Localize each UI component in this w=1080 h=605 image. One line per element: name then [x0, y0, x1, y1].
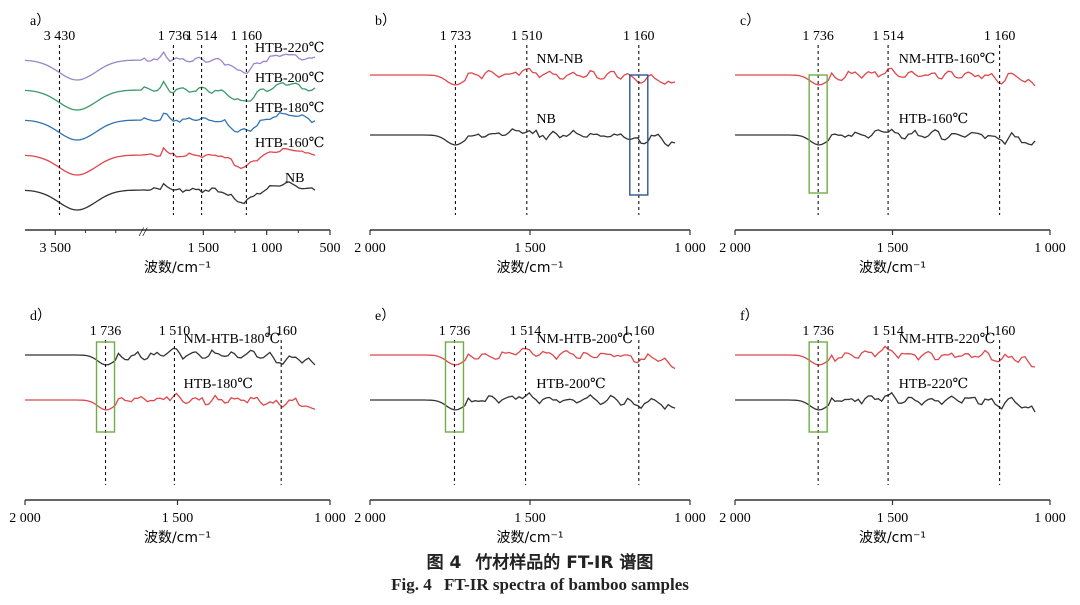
x-tick-label: 1 000: [314, 511, 346, 526]
x-axis-label: 波数/cm⁻¹: [144, 530, 211, 545]
x-tick-label: 1 000: [1034, 511, 1066, 526]
spectrum-trace: [25, 347, 316, 366]
peak-label: 1 514: [872, 324, 904, 339]
x-tick-label: 1 000: [1034, 241, 1066, 256]
highlight-box: [444, 341, 465, 433]
spectrum-trace: [735, 391, 1036, 413]
spectrum-trace: [25, 392, 316, 411]
peak-label: 1 160: [623, 324, 655, 339]
panel-5: e） 2 000 1 500 1 000 波数/cm⁻¹ NM-HTB-200℃ HTB-2…: [354, 308, 706, 545]
x-tick-label: 3 500: [40, 241, 72, 256]
peak-label: 1 160: [265, 324, 297, 339]
panel-label: d）: [30, 308, 51, 324]
series-label: NM-HTB-200℃: [536, 332, 633, 347]
peak-label: 1 514: [510, 324, 542, 339]
x-tick-label: 1 000: [674, 241, 706, 256]
x-axis-label: 波数/cm⁻¹: [859, 530, 926, 545]
figure-caption-cn: 图 4 竹材样品的 FT-IR 谱图: [0, 548, 1080, 573]
highlight-box: [808, 341, 828, 433]
panel-6: f） 2 000 1 500 1 000 波数/cm⁻¹ NM-HTB-220℃ HTB-2…: [719, 308, 1066, 545]
spectrum-trace: [24, 181, 316, 211]
panel-3: c） 2 000 1 500 1 000 波数/cm⁻¹ NM-HTB-160℃ HTB-1…: [719, 13, 1066, 276]
peak-label: 1 736: [90, 324, 122, 339]
peak-label: 1 160: [623, 29, 655, 44]
spectrum-trace: [24, 51, 316, 81]
panel-1: a） 3 500 1 500 1 000 500 // 波数/cm⁻¹ HTB-220℃ HTB…: [24, 13, 341, 276]
spectrum-trace: [24, 146, 316, 176]
ftir-figure: a） 3 500 1 500 1 000 500 // 波数/cm⁻¹ HTB-220℃ HTB…: [9, 13, 1066, 545]
series-label: NM-HTB-220℃: [899, 332, 996, 347]
panel-label: a）: [30, 13, 50, 29]
peak-label: 1 510: [159, 324, 191, 339]
panel-2: b） 2 000 1 500 1 000 波数/cm⁻¹ NM-NB NB 1 733 1 51…: [354, 13, 706, 276]
panel-4: d） 2 000 1 500 1 000 波数/cm⁻¹ NM-HTB-180℃ HTB-1…: [9, 308, 346, 545]
highlight-box: [95, 341, 116, 433]
series-label: HTB-180℃: [255, 101, 324, 116]
panel-label: f）: [740, 308, 759, 324]
series-label: NB: [536, 112, 555, 127]
caption-en-title: FT-IR spectra of bamboo samples: [443, 575, 689, 594]
peak-label: 1 160: [231, 29, 263, 44]
x-axis-label: 波数/cm⁻¹: [859, 260, 926, 276]
peak-label: 1 736: [158, 29, 190, 44]
series-label: HTB-200℃: [255, 71, 324, 86]
peak-label: 1 736: [802, 324, 834, 339]
caption-cn-title: 竹材样品的 FT-IR 谱图: [475, 553, 654, 573]
panel-label: b）: [375, 13, 396, 29]
panel-label: e）: [375, 308, 395, 324]
spectrum-trace: [24, 80, 316, 111]
peak-label: 1 733: [440, 29, 472, 44]
spectrum-trace: [370, 347, 676, 370]
x-tick-label: 2 000: [354, 241, 386, 256]
series-label: NB: [285, 171, 304, 186]
series-label: HTB-160℃: [899, 112, 968, 127]
x-tick-label: 1 500: [514, 511, 546, 526]
series-label: HTB-160℃: [255, 136, 324, 151]
x-tick-label: 1 500: [188, 241, 220, 256]
x-tick-label: 1 500: [162, 511, 194, 526]
x-tick-label: 1 500: [514, 241, 546, 256]
x-axis-label: 波数/cm⁻¹: [496, 260, 563, 276]
x-tick-label: 2 000: [354, 511, 386, 526]
spectrum-trace: [370, 128, 676, 147]
x-tick-label: 1 500: [877, 511, 909, 526]
spectrum-trace: [735, 128, 1036, 146]
spectrum-trace: [370, 67, 676, 86]
series-label: HTB-220℃: [899, 377, 968, 392]
x-axis-label: 波数/cm⁻¹: [496, 530, 563, 545]
peak-label: 1 160: [984, 324, 1016, 339]
series-label: NM-NB: [536, 52, 583, 67]
highlight-box: [808, 74, 828, 194]
x-tick-label: 1 500: [877, 241, 909, 256]
peak-label: 1 736: [802, 29, 834, 44]
x-tick-label: 1 000: [674, 511, 706, 526]
caption-en-number: Fig. 4: [391, 575, 432, 594]
peak-label: 1 514: [872, 29, 904, 44]
series-label: HTB-220℃: [255, 41, 324, 56]
x-tick-label: 2 000: [719, 511, 751, 526]
peak-label: 1 514: [186, 29, 218, 44]
figure-caption-en: Fig. 4 FT-IR spectra of bamboo samples: [0, 575, 1080, 595]
spectrum-trace: [735, 67, 1036, 87]
peak-label: 3 430: [44, 29, 76, 44]
caption-cn-number: 图 4: [426, 553, 462, 573]
peak-label: 1 736: [439, 324, 471, 339]
series-label: NM-HTB-160℃: [899, 52, 996, 67]
x-tick-label: 1 000: [251, 241, 283, 256]
peak-label: 1 510: [511, 29, 543, 44]
series-label: HTB-200℃: [536, 377, 605, 392]
x-tick-label: 2 000: [9, 511, 41, 526]
peak-label: 1 160: [984, 29, 1016, 44]
spectrum-trace: [24, 111, 316, 141]
x-tick-label: 2 000: [719, 241, 751, 256]
x-tick-label: 500: [320, 241, 341, 256]
panel-label: c）: [740, 13, 760, 29]
axis-break-mark: //: [138, 224, 148, 239]
x-axis-label: 波数/cm⁻¹: [144, 260, 211, 276]
spectrum-trace: [370, 391, 676, 411]
series-label: HTB-180℃: [184, 377, 253, 392]
spectrum-trace: [735, 345, 1036, 368]
series-label: NM-HTB-180℃: [184, 332, 281, 347]
highlight-box: [629, 74, 649, 196]
